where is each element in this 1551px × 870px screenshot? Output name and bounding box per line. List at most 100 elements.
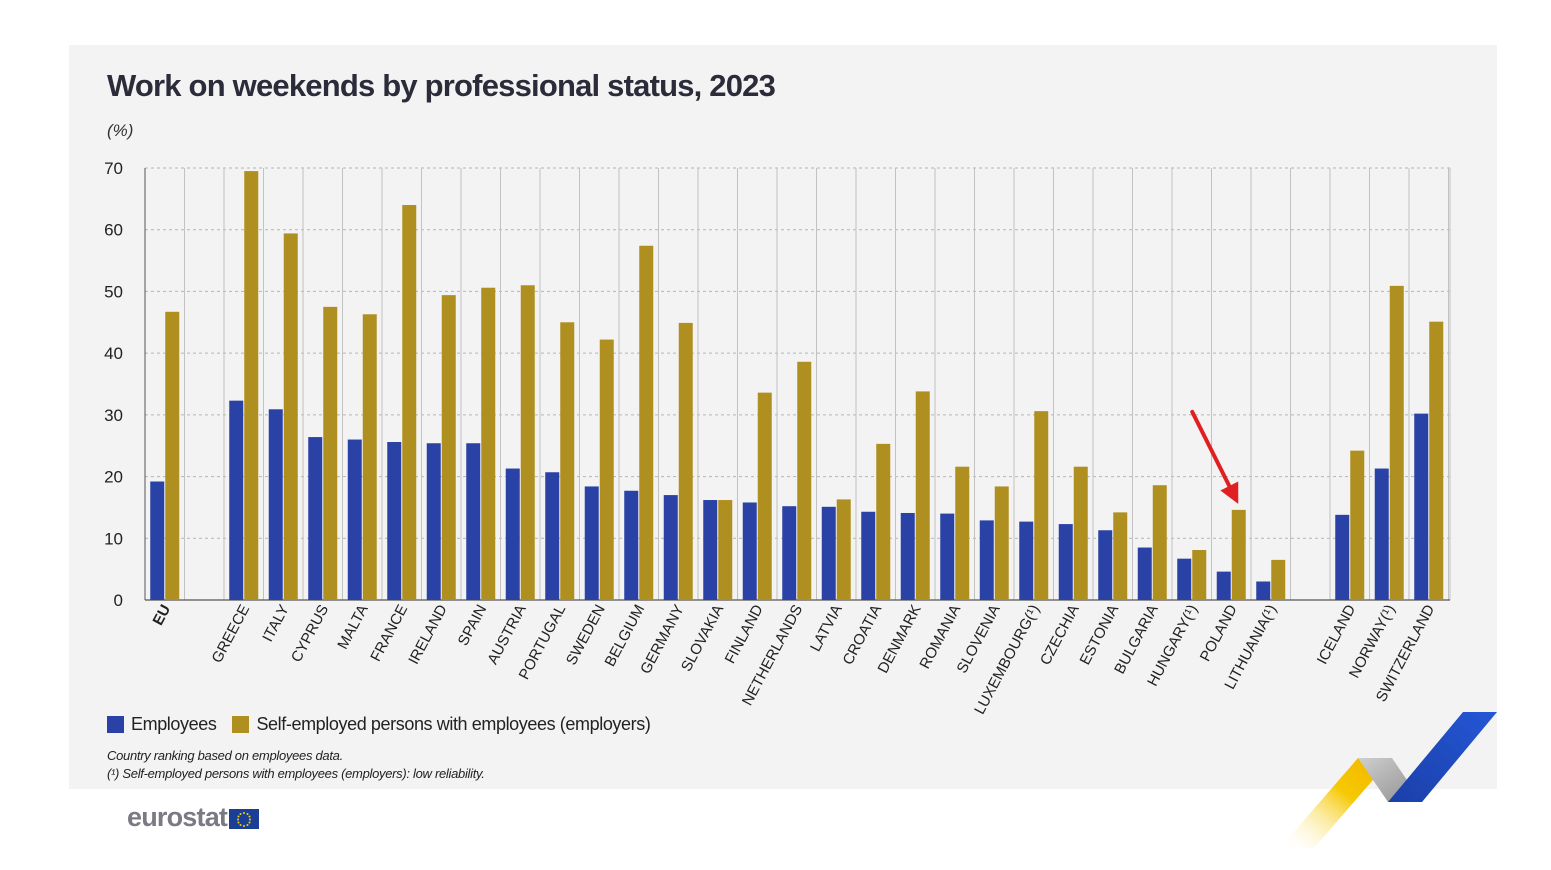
bar-employers: [165, 311, 180, 600]
x-tick-label: CYPRUS: [288, 602, 332, 665]
bar-employees: [940, 513, 955, 600]
bar-employers: [323, 306, 338, 600]
x-tick-label: EU: [149, 602, 174, 628]
bar-employees: [466, 443, 481, 600]
legend-swatch-employees: [107, 716, 124, 733]
bar-employers: [639, 245, 654, 600]
bar-employers: [1113, 512, 1128, 600]
bar-employers: [1192, 550, 1207, 600]
bar-employees: [624, 490, 639, 600]
legend-item-employers: Self-employed persons with employees (em…: [232, 714, 651, 735]
bar-employees: [742, 502, 757, 600]
bar-employers: [599, 339, 614, 600]
x-tick-label: ICELAND: [1314, 602, 1360, 668]
chart-bars: [150, 171, 1444, 601]
x-tick-label: FINLAND: [722, 602, 767, 667]
bar-employers: [402, 205, 417, 600]
bar-employees: [1019, 521, 1034, 600]
bar-employees: [1414, 413, 1429, 600]
bar-employers: [1350, 450, 1365, 600]
y-tick-label: 60: [104, 221, 123, 240]
bar-employers: [757, 392, 772, 600]
legend-label-employers: Self-employed persons with employees (em…: [256, 714, 651, 734]
bar-employers: [481, 287, 496, 600]
x-tick-label: SWEDEN: [563, 602, 609, 668]
y-axis-unit: (%): [107, 121, 134, 140]
eurostat-logo: eurostat: [127, 802, 260, 833]
bar-employees: [1137, 547, 1152, 600]
bar-employers: [994, 486, 1009, 600]
bar-employees: [347, 439, 362, 600]
bar-employees: [426, 443, 441, 600]
bar-employers: [1231, 509, 1246, 600]
x-tick-label: FRANCE: [367, 602, 411, 664]
bar-employees: [703, 500, 718, 600]
bar-employees: [545, 472, 560, 600]
bar-employers: [362, 314, 377, 600]
bar-employees: [150, 481, 165, 600]
bar-employers: [560, 322, 575, 600]
y-tick-label: 0: [114, 591, 123, 610]
annotation-arrow-shaft: [1190, 409, 1232, 489]
bar-employees: [900, 512, 915, 600]
bar-employees: [308, 437, 323, 600]
bar-employers: [244, 171, 259, 601]
bar-employers: [1034, 411, 1049, 600]
x-tick-label: GREECE: [209, 602, 254, 666]
bar-employees: [1256, 581, 1271, 600]
eu-flag-icon: [229, 809, 260, 829]
x-tick-label: POLAND: [1197, 602, 1241, 665]
bar-employees: [229, 400, 244, 600]
bar-employees: [663, 495, 678, 600]
bar-employees: [268, 409, 283, 600]
bar-employers: [915, 391, 930, 600]
x-tick-label: AUSTRIA: [484, 602, 530, 667]
x-tick-label: CZECHIA: [1037, 602, 1083, 668]
chart-annotations: [1190, 409, 1239, 504]
x-tick-label: IRELAND: [405, 602, 451, 668]
bar-employees: [1216, 571, 1231, 600]
bar-employees: [584, 486, 599, 600]
bar-employees: [979, 520, 994, 600]
footnote-reliability: (¹) Self-employed persons with employees…: [107, 766, 485, 781]
y-tick-label: 50: [104, 282, 123, 301]
decorative-ribbon-icon: [1280, 712, 1497, 848]
bar-employees: [1098, 530, 1113, 600]
bar-employers: [520, 285, 535, 600]
bar-employers: [283, 233, 298, 600]
bar-employees: [387, 442, 402, 600]
chart-grid: [144, 167, 1451, 601]
logo-text: eurostat: [127, 802, 228, 832]
legend-item-employees: Employees: [107, 714, 217, 735]
legend-label-employees: Employees: [131, 714, 217, 734]
bar-employees: [1058, 524, 1073, 600]
y-tick-label: 30: [104, 406, 123, 425]
bar-employers: [797, 361, 812, 600]
bar-employees: [782, 506, 797, 600]
bar-employers: [441, 295, 456, 600]
chart-panel: [69, 45, 1497, 789]
footnote-ranking: Country ranking based on employees data.: [107, 748, 343, 763]
bar-employers: [955, 466, 970, 600]
bar-employers: [718, 500, 733, 600]
y-tick-label: 20: [104, 468, 123, 487]
bar-employees: [1335, 514, 1350, 600]
y-tick-label: 10: [104, 529, 123, 548]
bar-employees: [1374, 468, 1389, 600]
x-tick-label: ESTONIA: [1076, 602, 1122, 668]
bar-employers: [876, 443, 891, 600]
x-tick-label: SPAIN: [455, 602, 491, 649]
legend-swatch-employers: [232, 716, 250, 733]
x-tick-label: CROATIA: [839, 602, 885, 668]
bar-employees: [821, 506, 836, 600]
annotation-arrow-head: [1220, 481, 1239, 504]
page-title: Work on weekends by professional status,…: [107, 68, 776, 103]
y-tick-label: 40: [104, 344, 123, 363]
x-tick-label: LATVIA: [807, 602, 846, 655]
bar-employers: [1429, 321, 1444, 600]
bar-employers: [836, 499, 851, 600]
bar-employers: [1073, 466, 1088, 600]
y-tick-label: 70: [104, 159, 123, 178]
